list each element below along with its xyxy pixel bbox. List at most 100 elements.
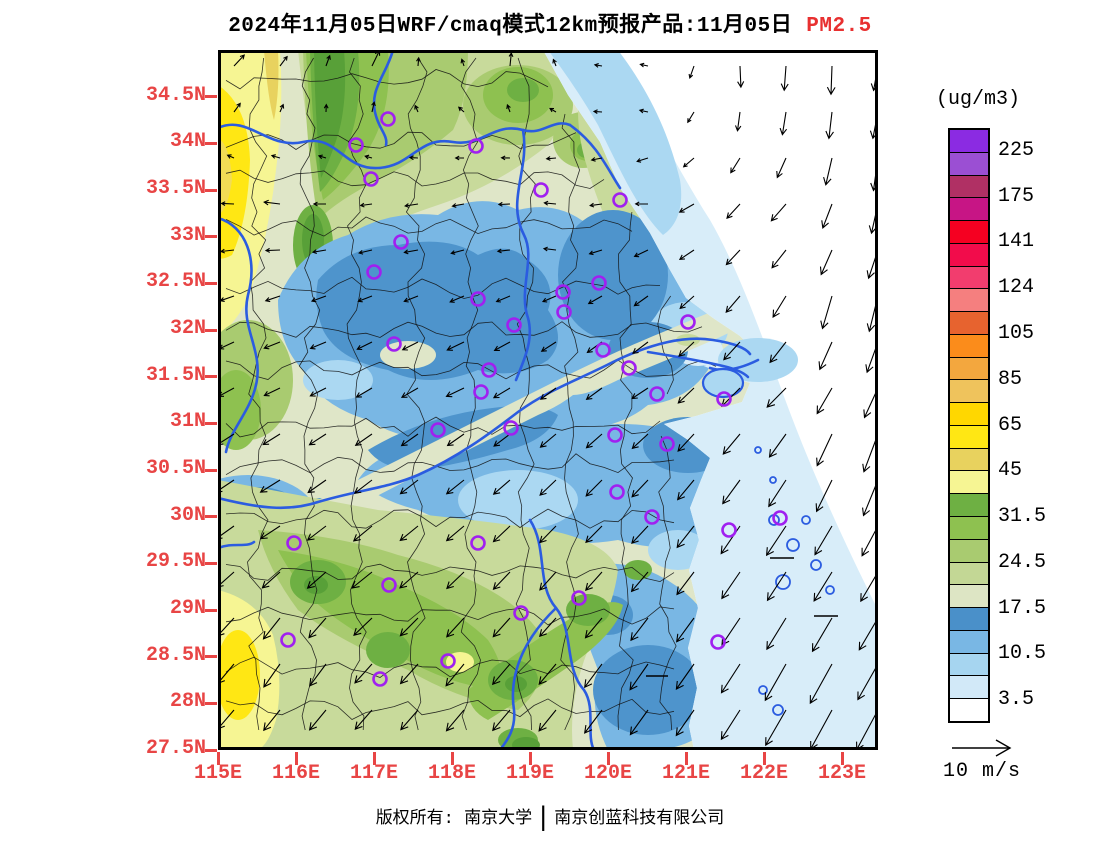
station-marker	[473, 384, 489, 400]
wind-arrow	[541, 295, 557, 303]
wind-arrow	[355, 387, 373, 398]
wind-arrow	[764, 663, 787, 702]
wind-arrow	[445, 709, 465, 732]
wind-arrow	[772, 295, 787, 318]
colorbar-box	[950, 266, 988, 290]
colorbar-tick-label: 105	[998, 321, 1035, 345]
wind-arrow	[310, 295, 327, 303]
wind-arrow	[457, 106, 465, 113]
lon-tick-label: 122E	[739, 762, 788, 785]
lon-tick-mark	[528, 752, 532, 765]
wind-arrow	[809, 663, 833, 705]
wind-arrow	[446, 433, 465, 447]
county-line	[225, 276, 661, 299]
colorbar-box	[950, 243, 988, 267]
wind-arrow	[445, 479, 465, 495]
station-marker	[591, 275, 607, 291]
wind-arrow	[766, 387, 787, 408]
wind-arrow	[539, 433, 557, 448]
lon-tick-label: 119E	[505, 762, 554, 785]
wind-arrow	[400, 387, 419, 398]
lat-tick-label: 29N	[169, 597, 206, 621]
wind-arrow	[308, 709, 327, 731]
station-markers	[280, 111, 788, 687]
lat-tick-mark	[205, 95, 217, 99]
wind-arrow	[399, 571, 419, 589]
wind-arrow	[279, 55, 288, 67]
wind-arrow	[858, 617, 878, 651]
wind-arrow	[549, 107, 557, 113]
station-marker	[644, 509, 660, 525]
wind-arrow	[721, 571, 741, 600]
wind-arrow	[633, 295, 649, 307]
wind-arrow	[309, 341, 327, 350]
station-marker	[393, 234, 409, 250]
wind-arrow	[639, 62, 649, 68]
lon-tick-mark	[450, 752, 454, 765]
wind-arrow	[543, 200, 557, 206]
wind-arrow	[816, 433, 833, 467]
lat-tick-mark	[205, 188, 217, 192]
county-line	[247, 57, 269, 731]
wind-arrow	[460, 58, 466, 67]
lon-tick-mark	[216, 752, 220, 765]
wind-arrow	[766, 571, 787, 602]
colorbar-tick-label: 124	[998, 276, 1035, 300]
station-marker	[595, 342, 611, 358]
lat-tick-label: 34N	[169, 130, 206, 154]
wind-arrow	[737, 65, 745, 89]
lon-tick-label: 116E	[271, 762, 320, 785]
wind-arrow	[539, 479, 557, 496]
wind-arrow	[539, 525, 557, 544]
wind-arrow	[259, 479, 281, 493]
wind-arrow	[629, 709, 649, 736]
wind-arrow	[226, 154, 235, 159]
wind-arrow	[364, 154, 373, 160]
wind-arrow	[233, 54, 245, 67]
colorbar-box	[950, 562, 988, 586]
wind-arrow	[539, 387, 557, 400]
wind-arrow	[818, 341, 833, 371]
station-marker	[363, 171, 379, 187]
wind-arrow	[723, 341, 741, 361]
wind-arrow	[676, 617, 695, 643]
wind-arrow	[765, 709, 787, 747]
lon-tick-label: 118E	[427, 762, 476, 785]
lon-tick-mark	[606, 752, 610, 765]
colorbar-box	[950, 585, 988, 609]
wind-arrow	[585, 571, 603, 591]
station-marker	[555, 284, 571, 300]
county-line	[225, 416, 661, 438]
wind-arrow	[770, 203, 787, 222]
wind-arrow	[492, 525, 511, 543]
lat-tick-mark	[205, 281, 217, 285]
wind-arrow	[401, 341, 419, 351]
wind-arrow	[677, 387, 695, 404]
wind-arrow	[403, 249, 419, 255]
station-marker	[280, 632, 296, 648]
station-marker	[621, 360, 637, 376]
colorbar-box	[950, 699, 988, 721]
colorbar-box	[950, 517, 988, 540]
copyright-separator: |	[538, 804, 549, 835]
colorbar	[948, 128, 990, 723]
colorbar-box	[950, 380, 988, 404]
colorbar-tick-label: 175	[998, 184, 1035, 208]
wind-arrow	[722, 479, 741, 505]
wind-arrow	[493, 433, 511, 447]
colorbar-tick-label: 24.5	[998, 550, 1047, 574]
wind-arrow	[354, 433, 373, 446]
lat-tick-mark	[205, 561, 217, 565]
wind-arrow	[675, 663, 695, 690]
wind-arrow	[400, 433, 419, 447]
wind-arrow	[449, 295, 465, 303]
wind-arrow	[814, 525, 833, 556]
lat-tick-mark	[205, 655, 217, 659]
lon-tick-label: 120E	[583, 762, 632, 785]
wind-arrow	[446, 571, 465, 590]
wind-arrow	[720, 663, 741, 694]
county-line	[225, 216, 633, 237]
colorbar-box	[950, 403, 988, 426]
wind-arrow	[262, 433, 281, 446]
